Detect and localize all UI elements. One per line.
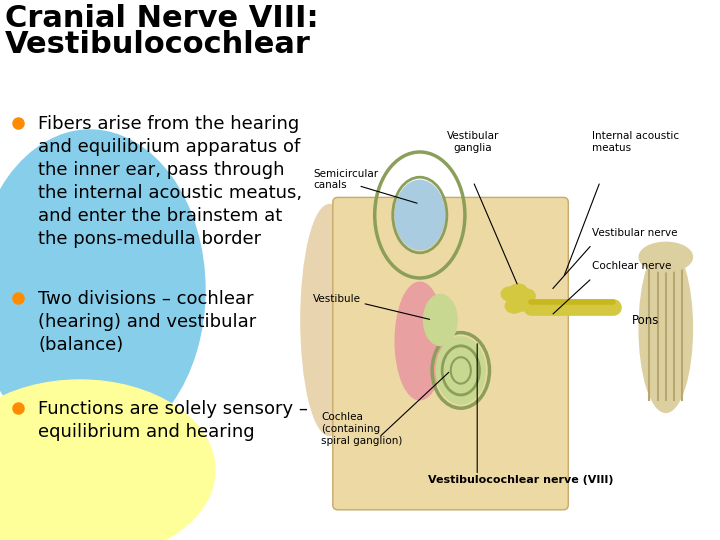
FancyBboxPatch shape (333, 198, 568, 510)
Text: Cranial Nerve VIII:: Cranial Nerve VIII: (5, 4, 319, 33)
Ellipse shape (395, 282, 444, 400)
Text: Internal acoustic
meatus: Internal acoustic meatus (592, 131, 679, 153)
Text: Vestibulocochlear: Vestibulocochlear (5, 30, 311, 59)
Text: Pons: Pons (631, 314, 659, 327)
Text: Two divisions – cochlear
(hearing) and vestibular
(balance): Two divisions – cochlear (hearing) and v… (38, 290, 256, 354)
Text: Cochlear nerve: Cochlear nerve (592, 261, 671, 271)
Ellipse shape (395, 180, 445, 249)
Ellipse shape (513, 297, 531, 311)
Ellipse shape (501, 287, 519, 301)
Text: Vestibulocochlear nerve (VIII): Vestibulocochlear nerve (VIII) (428, 475, 613, 485)
Text: Fibers arise from the hearing
and equilibrium apparatus of
the inner ear, pass t: Fibers arise from the hearing and equili… (38, 115, 302, 247)
Text: Cochlea
(containing
spiral ganglion): Cochlea (containing spiral ganglion) (321, 413, 402, 446)
Ellipse shape (505, 299, 523, 313)
Ellipse shape (0, 130, 205, 450)
Ellipse shape (436, 337, 485, 404)
Ellipse shape (301, 205, 359, 435)
Ellipse shape (424, 295, 456, 345)
Ellipse shape (509, 284, 527, 298)
Text: Vestibular nerve: Vestibular nerve (592, 227, 678, 238)
Ellipse shape (0, 380, 215, 540)
Text: Semicircular
canals: Semicircular canals (313, 169, 378, 191)
Bar (305, 110, 715, 530)
Ellipse shape (517, 289, 535, 303)
Text: Vestibular
ganglia: Vestibular ganglia (447, 131, 499, 153)
Text: Functions are solely sensory –
equilibrium and hearing: Functions are solely sensory – equilibri… (38, 400, 308, 441)
Ellipse shape (639, 242, 693, 272)
Text: Vestibule: Vestibule (313, 294, 361, 304)
Ellipse shape (639, 245, 693, 413)
